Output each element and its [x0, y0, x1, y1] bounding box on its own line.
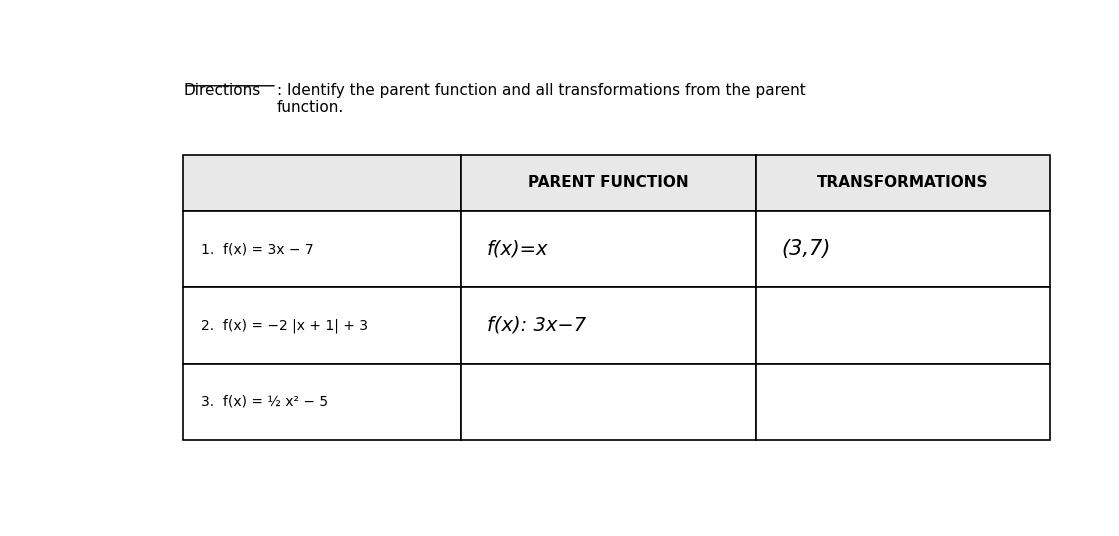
- Bar: [184, 155, 461, 211]
- Text: f(x)=x: f(x)=x: [487, 240, 548, 258]
- Text: : Identify the parent function and all transformations from the parent
function.: : Identify the parent function and all t…: [276, 83, 806, 115]
- Bar: [461, 211, 755, 287]
- Text: 3.  f(x) = ½ x² − 5: 3. f(x) = ½ x² − 5: [200, 394, 328, 409]
- Text: 1.  f(x) = 3x − 7: 1. f(x) = 3x − 7: [200, 242, 313, 256]
- Bar: [755, 287, 1051, 363]
- Text: PARENT FUNCTION: PARENT FUNCTION: [528, 175, 688, 190]
- Text: (3,7): (3,7): [781, 239, 831, 259]
- Bar: [461, 155, 755, 211]
- Bar: [755, 363, 1051, 440]
- Text: f(x): 3x−7: f(x): 3x−7: [487, 316, 586, 335]
- Text: Directions: Directions: [184, 83, 261, 98]
- Text: TRANSFORMATIONS: TRANSFORMATIONS: [817, 175, 989, 190]
- Bar: [184, 287, 461, 363]
- Text: 2.  f(x) = −2 |x + 1| + 3: 2. f(x) = −2 |x + 1| + 3: [200, 318, 367, 333]
- Bar: [755, 211, 1051, 287]
- Bar: [461, 363, 755, 440]
- Bar: [184, 211, 461, 287]
- Bar: [461, 287, 755, 363]
- Bar: [184, 363, 461, 440]
- Bar: [755, 155, 1051, 211]
